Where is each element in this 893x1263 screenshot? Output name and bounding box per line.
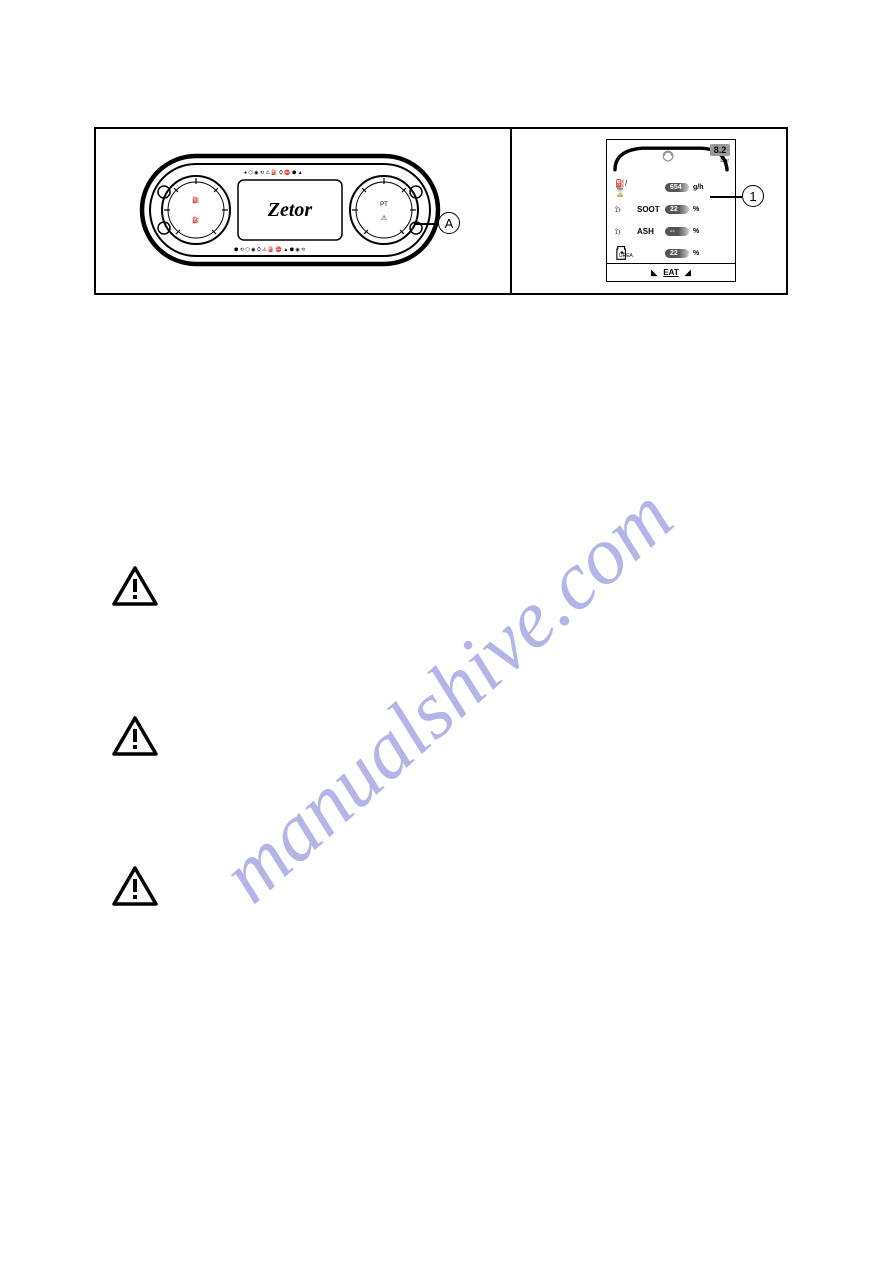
figure-left-panel: Zetor ● ⬡ ◉ ⟲ ⚠ ⛽ ⛭ ⛔ ⬢ ▲ ⬢ ⟲ ⬡ ◉ ⛭ ⚠ ⛽ … — [96, 129, 512, 293]
row-unit: % — [693, 206, 699, 213]
svg-text:⬢ ⟲ ⬡ ◉ ⛭ ⚠ ⛽ ⛔ ▲ ⬢ ◉ ⟲: ⬢ ⟲ ⬡ ◉ ⛭ ⚠ ⛽ ⛔ ▲ ⬢ ◉ ⟲ — [234, 246, 306, 253]
callout-a-label: A — [438, 212, 460, 234]
screen-top-unit: L/ar — [720, 158, 729, 164]
fuel-hour-icon: ⛽/⌛ — [615, 179, 637, 197]
warning-triangle-icon — [112, 866, 158, 906]
warning-triangle-icon — [112, 716, 158, 756]
urea-caption: UREA — [619, 253, 633, 259]
row-label: SOOT — [637, 205, 665, 214]
footer-arrow-right-icon: ◢ — [685, 268, 691, 277]
callout-1: 1 — [742, 185, 764, 207]
row-unit: % — [693, 250, 699, 257]
row-label: ASH — [637, 227, 665, 236]
footer-label: EAT — [663, 268, 678, 277]
screen-row: ⟟⟩ SOOT 22 % — [615, 202, 727, 217]
watermark-text: manualshive.com — [203, 468, 691, 920]
dpf-icon: ⟟⟩ — [615, 205, 637, 215]
dashboard-drawing: Zetor ● ⬡ ◉ ⟲ ⚠ ⛽ ⛭ ⛔ ⬢ ▲ ⬢ ⟲ ⬡ ◉ ⛭ ⚠ ⛽ … — [134, 146, 446, 274]
svg-text:Zetor: Zetor — [267, 199, 313, 221]
callout-a: A — [438, 212, 460, 234]
dpf-icon: ⟟⟩ — [615, 227, 637, 237]
svg-text:⚠: ⚠ — [381, 214, 387, 222]
row-unit: g/h — [693, 184, 704, 191]
screen-footer: ◣ EAT ◢ — [607, 263, 735, 281]
row-unit: % — [693, 228, 699, 235]
row-value: -- — [665, 227, 689, 236]
figure-right-panel: 8.2 L/ar ⛽/⌛ 654 g/h ⟟⟩ SOOT 22 % — [514, 129, 788, 293]
screen-row: ⟟⟩ ASH -- % — [615, 224, 727, 239]
screen-row: ⛽/⌛ 654 g/h — [615, 180, 727, 195]
screen-panel: 8.2 L/ar ⛽/⌛ 654 g/h ⟟⟩ SOOT 22 % — [606, 139, 736, 282]
row-value: 654 — [665, 183, 689, 192]
dashboard-svg: Zetor ● ⬡ ◉ ⟲ ⚠ ⛽ ⛭ ⛔ ⬢ ▲ ⬢ ⟲ ⬡ ◉ ⛭ ⚠ ⛽ … — [134, 146, 446, 274]
callout-1-label: 1 — [742, 185, 764, 207]
svg-text:● ⬡ ◉ ⟲ ⚠ ⛽ ⛭ ⛔ ⬢ ▲: ● ⬡ ◉ ⟲ ⚠ ⛽ ⛭ ⛔ ⬢ ▲ — [244, 169, 303, 176]
svg-text:⛽: ⛽ — [192, 196, 200, 204]
figure-container: Zetor ● ⬡ ◉ ⟲ ⚠ ⛽ ⛭ ⛔ ⬢ ▲ ⬢ ⟲ ⬡ ◉ ⛭ ⚠ ⛽ … — [94, 127, 788, 295]
svg-text:⛽: ⛽ — [192, 216, 200, 224]
row-value: 22 — [665, 249, 689, 258]
screen-top-value: 8.2 — [710, 144, 730, 156]
warning-triangle-icon — [112, 566, 158, 606]
footer-arrow-left-icon: ◣ — [651, 268, 657, 277]
svg-text:PT: PT — [380, 202, 388, 208]
row-value: 22 — [665, 205, 689, 214]
